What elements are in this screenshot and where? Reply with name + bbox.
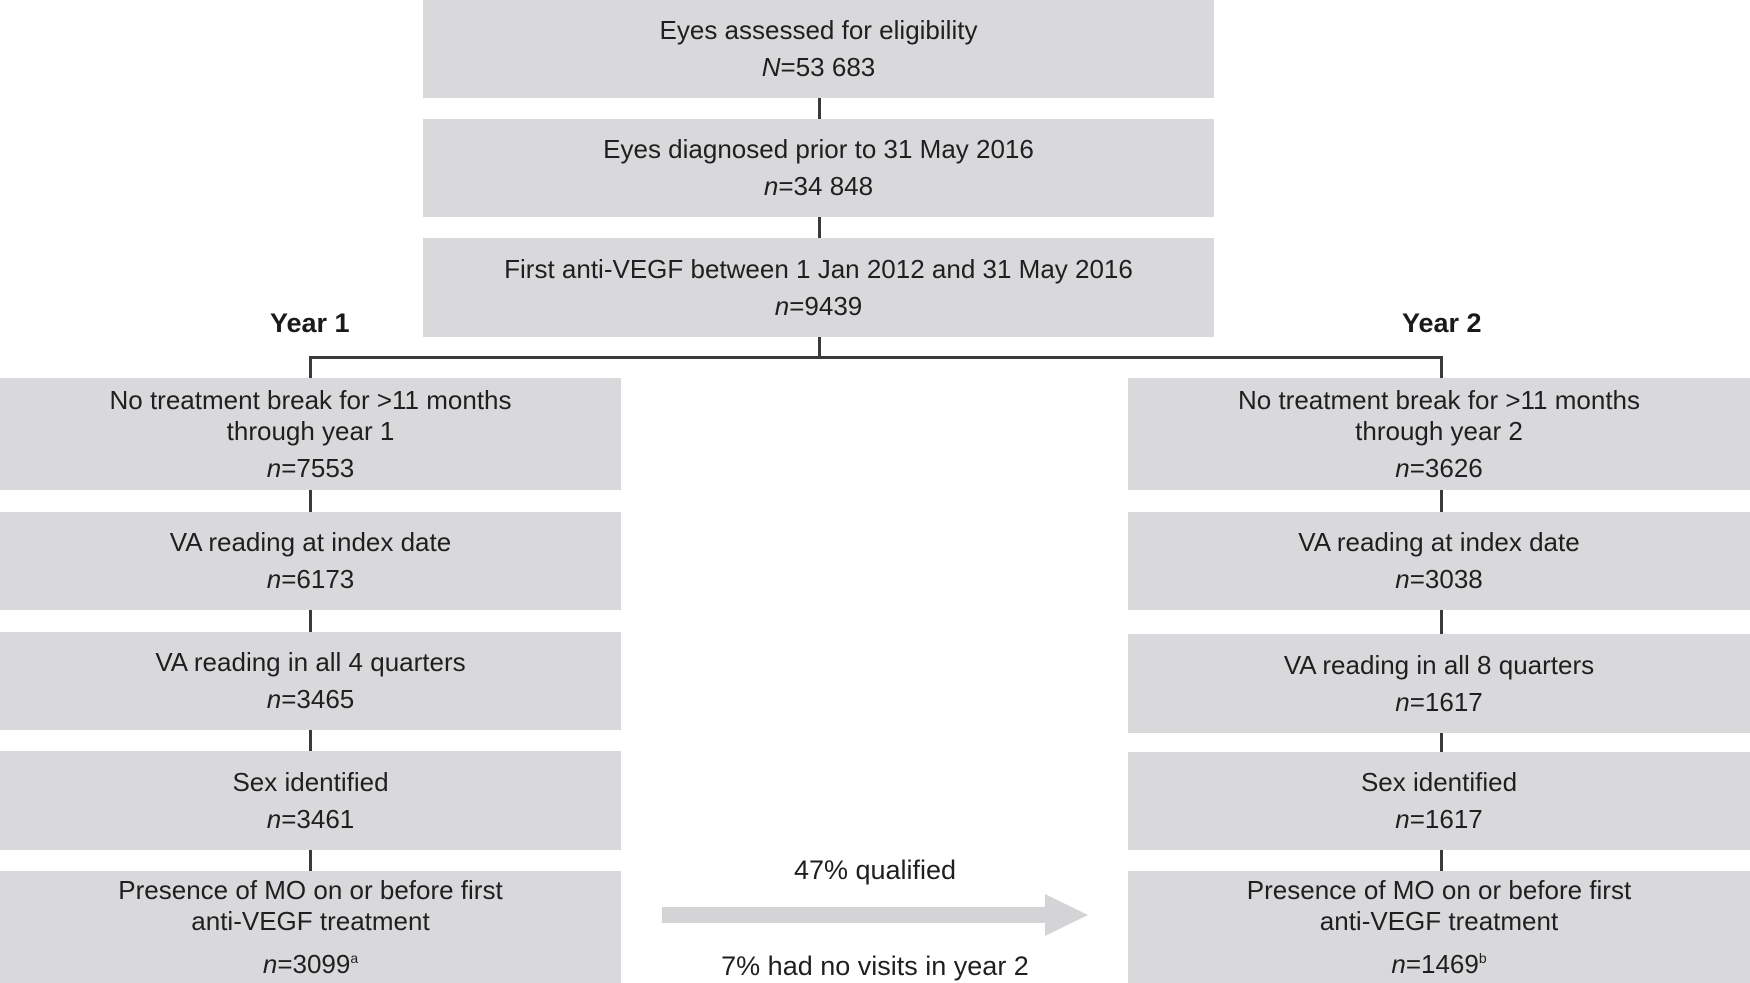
first-antivegf-title: First anti-VEGF between 1 Jan 2012 and 3… [504, 253, 1133, 284]
year1-connector-2 [309, 610, 312, 632]
year2-va-quarters-box: VA reading in all 8 quarters n=1617 [1128, 634, 1750, 733]
year2-va-index-box: VA reading at index date n=3038 [1128, 512, 1750, 610]
year-2-label: Year 2 [1402, 308, 1482, 338]
first-antivegf-count: n=9439 [774, 290, 863, 321]
eligibility-count: N=53 683 [761, 52, 876, 82]
year1-va-index-box: VA reading at index date n=6173 [0, 512, 621, 610]
diagnosed-title: Eyes diagnosed prior to 31 May 2016 [603, 134, 1034, 164]
year-1-label: Year 1 [270, 308, 350, 338]
branch-right-drop [1440, 356, 1443, 378]
year2-connector-4 [1440, 850, 1443, 871]
year1-connector-1 [309, 490, 312, 512]
arrow-shape [662, 894, 1088, 936]
year2-mo-box: Presence of MO on or before first anti-V… [1128, 871, 1750, 983]
year2-no-break-box: No treatment break for >11 months throug… [1128, 378, 1750, 490]
year1-va-quarters-box: VA reading in all 4 quarters n=3465 [0, 632, 621, 730]
diagnosed-box: Eyes diagnosed prior to 31 May 2016 n=34… [423, 119, 1214, 217]
branch-stem [818, 337, 821, 359]
branch-left-drop [309, 356, 312, 378]
first-antivegf-box: First anti-VEGF between 1 Jan 2012 and 3… [423, 238, 1214, 337]
year1-connector-4 [309, 850, 312, 871]
year1-mo-box: Presence of MO on or before first anti-V… [0, 871, 621, 983]
eligibility-box: Eyes assessed for eligibility N=53 683 [423, 0, 1214, 98]
qualified-note: 47% qualified [793, 855, 957, 885]
transition-arrow [662, 894, 1088, 936]
year2-connector-1 [1440, 490, 1443, 512]
no-visits-note: 7% had no visits in year 2 [721, 951, 1029, 981]
year2-connector-3 [1440, 733, 1443, 752]
year1-no-break-box: No treatment break for >11 months throug… [0, 378, 621, 490]
footnote-b: b [1478, 949, 1487, 966]
eligibility-title: Eyes assessed for eligibility [659, 15, 978, 45]
connector-top-2 [818, 217, 821, 238]
year2-sex-box: Sex identified n=1617 [1128, 752, 1750, 850]
connector-top-1 [818, 98, 821, 119]
year1-connector-3 [309, 730, 312, 751]
footnote-a: a [350, 949, 359, 966]
branch-horizontal [309, 356, 1443, 359]
year1-sex-box: Sex identified n=3461 [0, 751, 621, 850]
diagnosed-count: n=34 848 [763, 171, 874, 201]
year2-connector-2 [1440, 610, 1443, 634]
